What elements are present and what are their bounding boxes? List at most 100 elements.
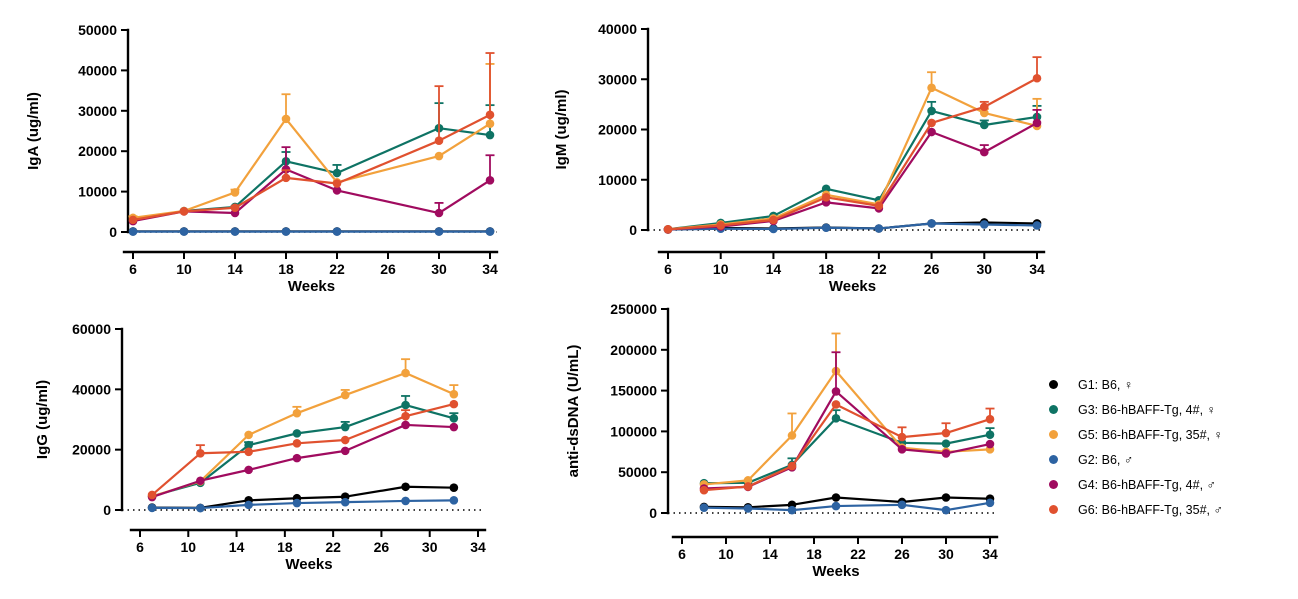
- data-point: [147, 503, 157, 513]
- data-point: [230, 203, 240, 213]
- series-g6: [663, 56, 1042, 234]
- data-point: [743, 476, 753, 485]
- data-point: [831, 493, 841, 502]
- data-point: [340, 390, 350, 400]
- data-point: [449, 399, 459, 409]
- data-point: [147, 490, 157, 500]
- legend-item-g6: G6: B6-hBAFF-Tg, 35#, ♂: [1040, 497, 1298, 522]
- chart-canvas-anti-dsdna: 0 50000 100000 150000 200000 250000 6 10 14 18 22 2…: [565, 301, 999, 580]
- y-axis-tick-label: 40000: [72, 381, 111, 397]
- x-axis-title: Weeks: [829, 278, 876, 295]
- data-point: [434, 208, 444, 218]
- x-axis-tick-label: 30: [976, 261, 992, 277]
- data-point: [449, 422, 459, 432]
- x-axis-tick-label: 6: [129, 261, 137, 277]
- data-point: [401, 368, 410, 378]
- x-axis-tick-label: 6: [678, 546, 686, 562]
- legend-item-g2: G2: B6, ♂: [1040, 447, 1298, 472]
- data-point: [979, 220, 989, 229]
- data-point: [332, 186, 342, 195]
- data-point: [927, 106, 936, 116]
- x-axis-tick-label: 10: [718, 546, 734, 562]
- data-point: [941, 505, 951, 515]
- series-line: [667, 77, 1038, 231]
- legend-marker-dot: [1049, 405, 1058, 414]
- data-point: [1032, 73, 1042, 83]
- chart-iga: 0 10000 20000 30000 40000 50000 6 10 14 18 22 26 30 3…: [0, 0, 530, 300]
- data-point: [769, 215, 778, 225]
- data-point: [941, 439, 951, 448]
- data-point: [244, 430, 253, 440]
- data-point: [941, 449, 951, 458]
- y-axis-title: IgA (ug/ml): [25, 92, 42, 170]
- data-point: [897, 500, 907, 510]
- x-axis-tick-label: 22: [850, 546, 866, 562]
- x-axis-tick-label: 10: [180, 539, 196, 555]
- x-axis-tick-label: 26: [924, 261, 940, 277]
- data-point: [927, 127, 936, 137]
- data-point: [821, 184, 831, 194]
- data-point: [196, 476, 205, 486]
- data-point: [244, 500, 253, 510]
- data-point: [292, 439, 302, 448]
- y-axis-tick-label: 10000: [78, 184, 117, 200]
- data-point: [244, 465, 253, 475]
- y-axis-title: anti-dsDNA (U/mL): [565, 345, 582, 478]
- legend-marker-dot: [1049, 480, 1058, 489]
- data-point: [434, 227, 444, 236]
- data-point: [434, 151, 444, 161]
- data-point: [340, 435, 350, 445]
- x-axis-title: Weeks: [288, 278, 335, 295]
- legend-marker-dot: [1049, 380, 1058, 389]
- series-g5: [147, 358, 459, 501]
- data-point: [485, 110, 495, 120]
- legend-item-g5: G5: B6-hBAFF-Tg, 35#, ♀: [1040, 422, 1298, 447]
- x-axis-tick-label: 30: [938, 546, 954, 562]
- y-axis-title: IgM (ug/ml): [553, 90, 570, 170]
- data-point: [281, 114, 291, 124]
- x-axis-tick-label: 10: [713, 261, 729, 277]
- data-point: [128, 215, 138, 225]
- x-axis-tick-label: 26: [374, 539, 390, 555]
- data-point: [985, 498, 995, 508]
- x-axis-title: Weeks: [285, 556, 332, 573]
- y-axis-tick-label: 10000: [598, 172, 637, 188]
- data-point: [128, 227, 138, 236]
- x-axis-tick-label: 6: [664, 261, 672, 277]
- y-axis-tick-label: 0: [103, 502, 111, 518]
- x-axis-title: Weeks: [812, 563, 859, 580]
- series-g2: [128, 227, 495, 236]
- legend-marker-dot: [1049, 505, 1058, 514]
- chart-igm: 0 10000 20000 30000 40000 6 10 14 18 22 26 30 34 Week…: [530, 0, 1060, 300]
- data-point: [230, 188, 240, 197]
- x-axis-tick-label: 10: [176, 261, 192, 277]
- legend-item-g4: G4: B6-hBAFF-Tg, 4#, ♂: [1040, 472, 1298, 497]
- y-axis-tick-label: 50000: [618, 464, 657, 480]
- data-point: [831, 387, 841, 396]
- data-point: [1032, 221, 1042, 230]
- data-point: [699, 503, 709, 512]
- x-axis-tick-label: 14: [766, 261, 782, 277]
- data-point: [874, 201, 884, 211]
- data-point: [449, 483, 459, 492]
- x-axis-tick-label: 22: [325, 539, 341, 555]
- y-axis-tick-label: 60000: [72, 321, 111, 337]
- data-point: [787, 461, 797, 471]
- data-point: [663, 225, 673, 234]
- data-point: [332, 168, 342, 178]
- legend-item-label: G2: B6, ♂: [1078, 452, 1134, 467]
- series-g2: [699, 498, 995, 515]
- x-axis-tick-label: 30: [422, 539, 438, 555]
- data-point: [985, 414, 995, 424]
- x-axis-tick-label: 34: [982, 546, 998, 562]
- data-point: [179, 207, 189, 216]
- data-point: [985, 439, 995, 449]
- data-point: [340, 446, 350, 456]
- data-point: [941, 428, 951, 438]
- data-point: [401, 400, 410, 410]
- y-axis-tick-label: 40000: [78, 62, 117, 78]
- y-axis-tick-label: 20000: [78, 143, 117, 159]
- data-point: [449, 496, 459, 505]
- data-point: [831, 414, 841, 423]
- data-point: [716, 221, 726, 230]
